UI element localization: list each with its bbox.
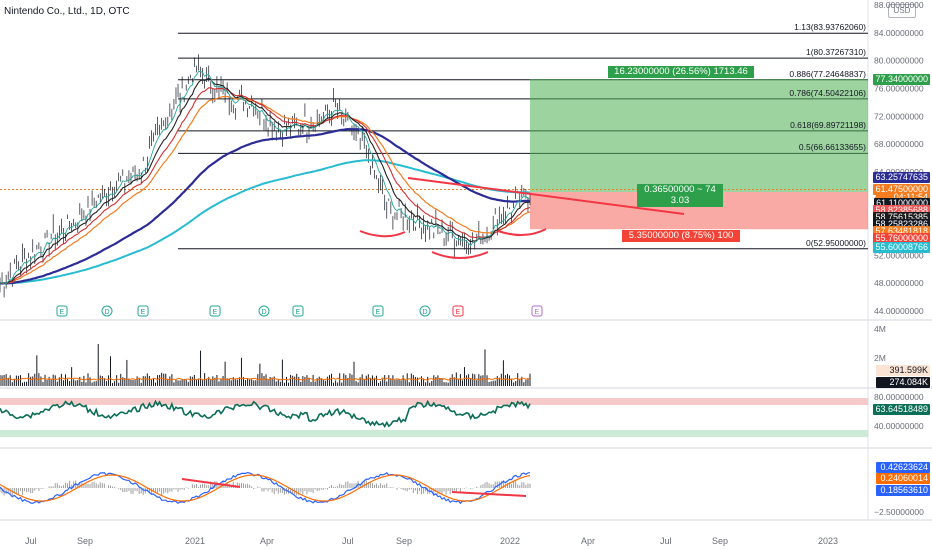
earnings-marker (209, 305, 221, 317)
time-tick-label: Apr (581, 536, 595, 546)
price-tag: 58.25823286 (873, 219, 930, 231)
macd-tick-label: −2.50000000 (874, 507, 924, 517)
event-marker-label: E (141, 309, 146, 316)
price-tick-label: 72.00000000 (874, 111, 924, 121)
event-marker-label: E (456, 309, 461, 316)
ema-100-line (0, 127, 531, 285)
fib-label: 0(52.95000000) (805, 237, 866, 248)
trendline (407, 177, 685, 215)
profit-zone (530, 79, 868, 193)
shoulder-right (497, 228, 547, 236)
time-tick-label: Sep (712, 536, 728, 546)
earnings-marker (56, 305, 68, 317)
fib-label: 0.886(77.24648837) (789, 68, 866, 79)
fib-label: 0.618(69.89721198) (790, 119, 866, 130)
target-label: 16.23000000 (26.56%) 1713.46 (608, 66, 754, 78)
currency-button[interactable]: USD (888, 4, 916, 18)
time-tick-label: 2023 (818, 536, 838, 546)
price-tick-label: 48.00000000 (874, 278, 924, 288)
ema-6-line (0, 70, 531, 285)
symbol-title: Nintendo Co., Ltd., 1D, OTC (4, 6, 130, 17)
price-tick-label: 52.00000000 (874, 250, 924, 260)
position-ratio-label: 0.36500000 ~ 74 (637, 184, 723, 196)
dividend-marker (101, 305, 113, 317)
shoulder-left (359, 230, 406, 238)
time-tick-label: Sep (396, 536, 412, 546)
rsi-oversold-band (0, 430, 868, 437)
price-tag: 57.63481818 (873, 226, 930, 238)
price-tick-label: 80.00000000 (874, 56, 924, 66)
price-tag: 77.34000000 (873, 73, 930, 85)
macd-tag: 0.18563610 (876, 484, 930, 496)
rsi-tag: 63.64518489 (873, 403, 930, 415)
risk-reward-label: 3.03 (637, 195, 723, 207)
macd-divergence-line (451, 491, 527, 497)
event-marker-label: D (262, 309, 267, 316)
dividend-marker (419, 305, 431, 317)
rsi-tick-label: 80.00000000 (874, 392, 924, 402)
volume-tick-label: 4M (874, 324, 886, 334)
time-tick-label: Jul (342, 536, 354, 546)
macd-tag: 0.24060014 (876, 472, 930, 484)
macd-tag: 0.42623624 (876, 461, 930, 473)
price-tag: 61.11000000 (874, 198, 930, 210)
volume-ma-line (0, 377, 531, 381)
time-tick-label: 2022 (500, 536, 520, 546)
stop-label: 5.35000000 (8.75%) 100 (622, 230, 740, 242)
earnings-marker (452, 305, 464, 317)
head (431, 251, 489, 259)
price-tick-label: 88.00000000 (874, 0, 924, 10)
macd-divergence-line (181, 478, 241, 488)
earnings-marker (372, 305, 384, 317)
ema-30-line (0, 95, 531, 285)
fib-label: 1(80.37267310) (805, 47, 866, 58)
time-tick-label: Jul (25, 536, 37, 546)
price-tag: 55.76000000 (873, 233, 930, 245)
price-tag: 61.47500000 (873, 183, 930, 195)
fib-label: 1.13(83.93762060) (794, 22, 866, 33)
price-tag: 58.75615385 (873, 212, 930, 224)
rsi-overbought-band (0, 398, 868, 405)
earnings-marker (531, 305, 543, 317)
volume-tag: 274.084K (876, 376, 930, 388)
price-tag: 55.60008766 (873, 241, 930, 253)
macd-signal-line (0, 474, 531, 502)
event-marker-label: E (535, 309, 540, 316)
earnings-marker (292, 305, 304, 317)
fib-label: 0.5(66.66133655) (798, 142, 866, 153)
rsi-line (0, 399, 531, 428)
price-tick-label: 76.00000000 (874, 83, 924, 93)
price-tag: 63.25747635 (873, 171, 930, 183)
event-marker-label: E (296, 309, 301, 316)
volume-tick-label: 2M (874, 353, 886, 363)
ema-20-line (0, 87, 531, 285)
macd-line (0, 471, 531, 505)
event-marker-label: D (105, 309, 110, 316)
price-tag: 58.82385688 (873, 205, 930, 217)
event-marker-label: E (60, 309, 65, 316)
event-marker-label: E (376, 309, 381, 316)
time-tick-label: 2021 (185, 536, 205, 546)
fib-label: 0.786(74.50422106) (789, 87, 866, 98)
earnings-marker (137, 305, 149, 317)
price-tick-label: 84.00000000 (874, 28, 924, 38)
volume-tag: 391.599K (876, 364, 930, 376)
rsi-tick-label: 40.00000000 (874, 421, 924, 431)
dividend-marker (258, 305, 270, 317)
time-tick-label: Jul (660, 536, 672, 546)
event-marker-label: E (213, 309, 218, 316)
price-tick-label: 68.00000000 (874, 139, 924, 149)
time-tick-label: Apr (260, 536, 274, 546)
ema-12-line (0, 77, 531, 285)
price-tick-label: 44.00000000 (874, 306, 924, 316)
time-tick-label: Sep (77, 536, 93, 546)
ema-200-line (0, 159, 531, 285)
price-tag: 04:11:54 (876, 192, 930, 204)
event-marker-label: D (423, 309, 428, 316)
